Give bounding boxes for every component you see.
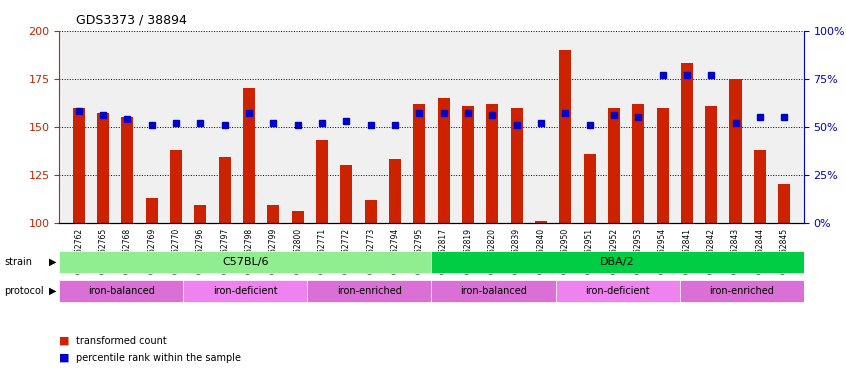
Bar (97, 113, 109, 384)
Bar (706, 106, 717, 384)
Bar (462, 106, 474, 384)
FancyBboxPatch shape (184, 280, 307, 302)
Text: DBA/2: DBA/2 (601, 257, 634, 267)
Text: iron-enriched: iron-enriched (337, 286, 402, 296)
Bar (170, 150, 182, 384)
Text: transformed count: transformed count (76, 336, 167, 346)
FancyBboxPatch shape (679, 280, 804, 302)
Bar (292, 211, 304, 384)
Bar (778, 184, 790, 384)
Bar (535, 221, 547, 384)
Bar (510, 108, 523, 384)
Text: percentile rank within the sample: percentile rank within the sample (76, 353, 241, 363)
Bar (754, 150, 766, 384)
Bar (195, 205, 206, 384)
Text: strain: strain (4, 257, 32, 267)
Bar (584, 154, 596, 384)
Text: ■: ■ (59, 353, 69, 363)
Bar (413, 104, 426, 384)
FancyBboxPatch shape (556, 280, 679, 302)
Text: GDS3373 / 38894: GDS3373 / 38894 (76, 13, 187, 26)
Text: iron-balanced: iron-balanced (460, 286, 527, 296)
FancyBboxPatch shape (59, 280, 184, 302)
FancyBboxPatch shape (59, 251, 431, 273)
Bar (121, 117, 134, 384)
Text: C57BL/6: C57BL/6 (222, 257, 268, 267)
Bar (389, 159, 401, 384)
FancyBboxPatch shape (431, 280, 556, 302)
Bar (267, 205, 279, 384)
Bar (340, 165, 353, 384)
Bar (218, 157, 231, 384)
Bar (146, 198, 157, 384)
Text: iron-balanced: iron-balanced (88, 286, 155, 296)
Text: ▶: ▶ (49, 257, 57, 267)
Bar (681, 63, 693, 384)
Text: ▶: ▶ (49, 286, 57, 296)
Bar (559, 50, 571, 384)
Bar (656, 108, 668, 384)
Bar (607, 108, 620, 384)
Bar (365, 200, 376, 384)
FancyBboxPatch shape (307, 280, 431, 302)
Bar (729, 79, 742, 384)
Bar (73, 108, 85, 384)
Text: iron-deficient: iron-deficient (585, 286, 650, 296)
Text: iron-enriched: iron-enriched (709, 286, 774, 296)
Bar (316, 140, 328, 384)
Bar (243, 88, 255, 384)
Bar (437, 98, 450, 384)
Bar (486, 104, 498, 384)
Text: ■: ■ (59, 336, 69, 346)
Text: iron-deficient: iron-deficient (213, 286, 277, 296)
Bar (632, 104, 645, 384)
FancyBboxPatch shape (431, 251, 804, 273)
Text: protocol: protocol (4, 286, 44, 296)
